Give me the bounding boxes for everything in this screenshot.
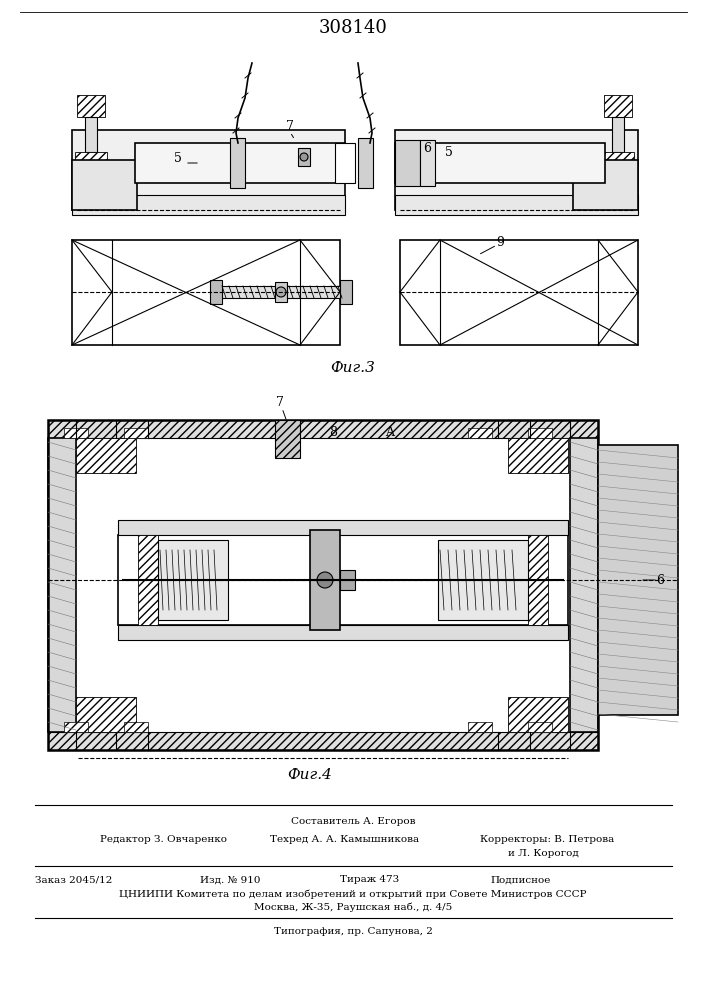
- Text: 6: 6: [656, 574, 664, 586]
- Bar: [508, 697, 568, 732]
- Bar: [118, 520, 568, 535]
- Bar: [287, 286, 342, 298]
- Text: Изд. № 910: Изд. № 910: [200, 876, 260, 884]
- Bar: [420, 140, 435, 186]
- Bar: [48, 438, 76, 732]
- Bar: [602, 152, 634, 164]
- Text: 9: 9: [496, 235, 504, 248]
- Bar: [468, 722, 492, 732]
- Bar: [72, 160, 137, 210]
- Bar: [528, 722, 552, 732]
- Bar: [48, 420, 598, 438]
- Bar: [230, 138, 245, 188]
- Circle shape: [300, 153, 308, 161]
- Bar: [124, 722, 148, 732]
- Bar: [438, 540, 528, 620]
- Bar: [570, 438, 598, 732]
- Text: Подписное: Подписное: [490, 876, 550, 884]
- Text: A: A: [385, 426, 395, 438]
- Text: 5: 5: [445, 145, 453, 158]
- Bar: [508, 438, 568, 473]
- Bar: [528, 535, 548, 625]
- Bar: [335, 143, 355, 183]
- Bar: [75, 152, 107, 164]
- Text: Редактор З. Овчаренко: Редактор З. Овчаренко: [100, 836, 227, 844]
- Bar: [124, 428, 148, 438]
- Bar: [118, 535, 568, 625]
- Bar: [340, 570, 355, 590]
- Bar: [48, 732, 598, 750]
- Bar: [64, 722, 88, 732]
- Bar: [135, 143, 345, 183]
- Bar: [210, 280, 222, 304]
- Bar: [76, 438, 136, 473]
- Bar: [598, 445, 678, 715]
- Text: Корректоры: В. Петрова: Корректоры: В. Петрова: [480, 836, 614, 844]
- Bar: [528, 428, 552, 438]
- Bar: [395, 143, 605, 183]
- Bar: [573, 160, 638, 210]
- Bar: [220, 286, 275, 298]
- Bar: [275, 282, 287, 302]
- Bar: [138, 535, 158, 625]
- Text: Заказ 2045/12: Заказ 2045/12: [35, 876, 112, 884]
- Bar: [310, 530, 340, 630]
- Text: 8: 8: [329, 426, 337, 438]
- Bar: [340, 280, 352, 304]
- Text: 7: 7: [276, 396, 284, 410]
- Text: 6: 6: [423, 141, 431, 154]
- Bar: [395, 140, 420, 186]
- Text: Тираж 473: Тираж 473: [340, 876, 399, 884]
- Bar: [85, 117, 97, 152]
- Bar: [77, 95, 105, 117]
- Circle shape: [317, 572, 333, 588]
- Bar: [298, 148, 310, 166]
- Circle shape: [276, 287, 286, 297]
- Text: ЦНИИПИ Комитета по делам изобретений и открытий при Совете Министров СССР: ЦНИИПИ Комитета по делам изобретений и о…: [119, 889, 587, 899]
- Bar: [76, 697, 136, 732]
- Text: Составитель А. Егоров: Составитель А. Егоров: [291, 818, 415, 826]
- Bar: [400, 240, 638, 345]
- Bar: [72, 130, 345, 210]
- Text: Фиг.4: Фиг.4: [288, 768, 332, 782]
- Bar: [118, 625, 568, 640]
- Text: Фиг.3: Фиг.3: [331, 361, 375, 375]
- Text: Типография, пр. Сапунова, 2: Типография, пр. Сапунова, 2: [274, 928, 433, 936]
- Bar: [604, 95, 632, 117]
- Bar: [612, 117, 624, 152]
- Text: 308140: 308140: [319, 19, 387, 37]
- Text: 7: 7: [286, 119, 294, 132]
- Bar: [358, 138, 373, 188]
- Bar: [158, 540, 228, 620]
- Bar: [395, 195, 638, 215]
- Bar: [395, 130, 638, 210]
- Text: и Л. Корогод: и Л. Корогод: [508, 850, 579, 858]
- Bar: [72, 240, 340, 345]
- Bar: [48, 420, 598, 750]
- Text: Техред А. А. Камышникова: Техред А. А. Камышникова: [270, 836, 419, 844]
- Text: 5: 5: [174, 151, 182, 164]
- Text: Москва, Ж-35, Раушская наб., д. 4/5: Москва, Ж-35, Раушская наб., д. 4/5: [254, 902, 452, 912]
- Bar: [64, 428, 88, 438]
- Bar: [275, 420, 300, 458]
- Bar: [72, 195, 345, 215]
- Bar: [468, 428, 492, 438]
